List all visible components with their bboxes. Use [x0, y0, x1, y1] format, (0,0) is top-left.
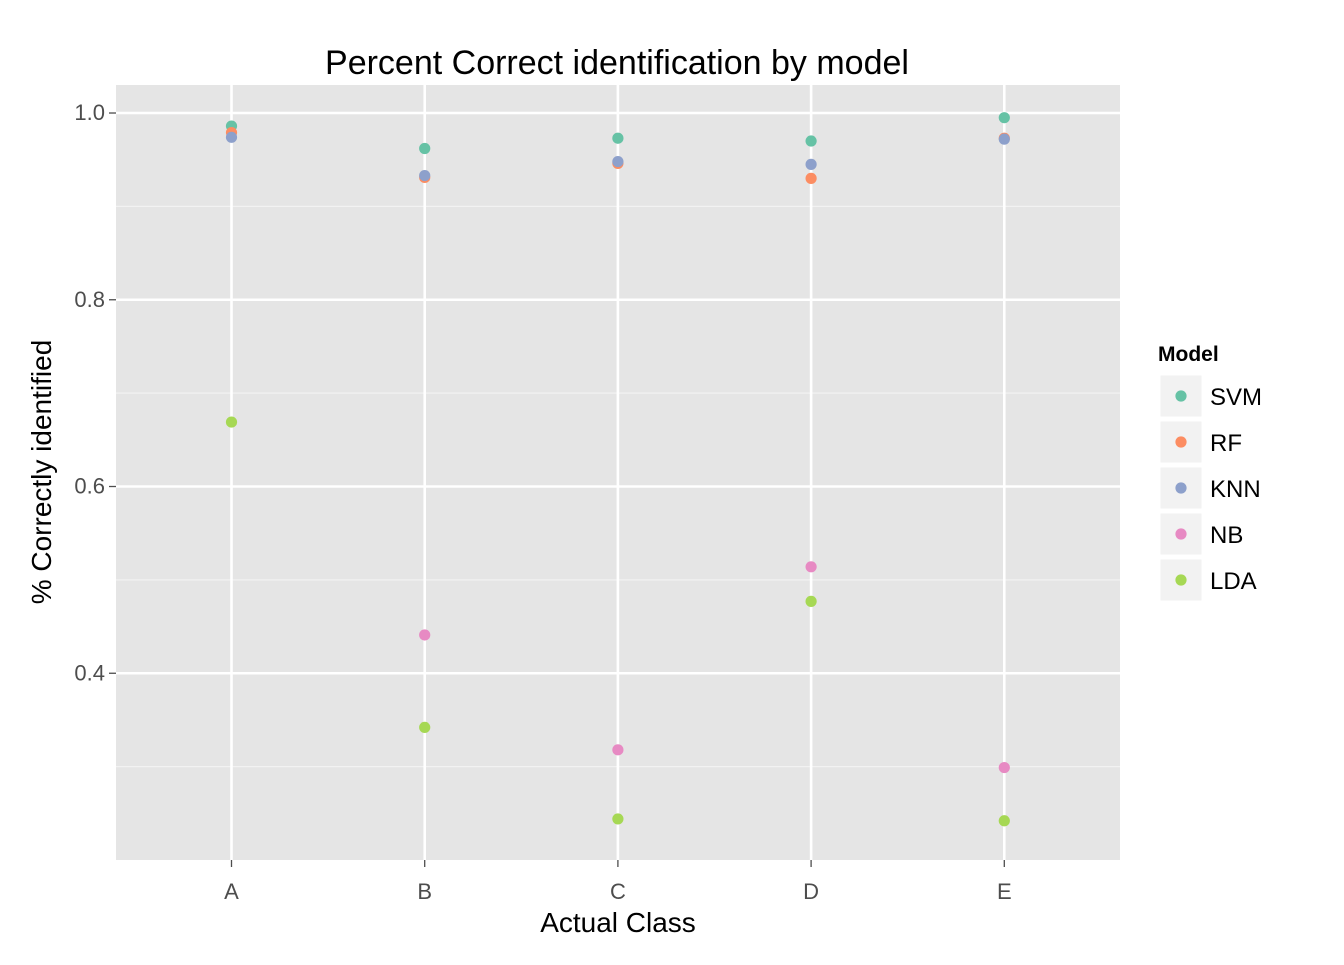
- legend-key-marker: [1175, 574, 1187, 586]
- x-tick-label: D: [803, 879, 819, 904]
- data-point: [805, 595, 817, 607]
- data-point: [805, 172, 817, 184]
- x-tick-label: A: [224, 879, 239, 904]
- y-tick-label: 0.8: [74, 287, 105, 312]
- data-point: [998, 815, 1010, 827]
- legend-key-marker: [1175, 482, 1187, 494]
- data-point: [419, 721, 431, 734]
- grid-layer: [116, 85, 1120, 860]
- chart-title: Percent Correct identification by model: [325, 44, 909, 82]
- points-layer: [225, 112, 1010, 827]
- data-point: [612, 155, 624, 168]
- data-point: [612, 813, 624, 825]
- data-point: [805, 158, 817, 170]
- y-axis-label: % Correctly identified: [26, 340, 57, 605]
- legend-title: Model: [1158, 343, 1219, 366]
- data-point: [419, 142, 431, 155]
- legend-item-label: SVM: [1210, 384, 1262, 411]
- legend: Model SVM RF KNN NB LDA: [1158, 343, 1262, 602]
- axis-labels-layer: 0.4 0.6 0.8 1.0 A B C D E: [74, 100, 1011, 904]
- data-point: [998, 761, 1010, 774]
- data-point: [998, 112, 1010, 124]
- legend-items: SVM RF KNN NB LDA: [1159, 374, 1262, 602]
- data-point: [419, 169, 431, 182]
- x-tick-label: C: [610, 879, 626, 904]
- legend-item-label: NB: [1210, 522, 1243, 549]
- data-point: [805, 561, 817, 573]
- data-point: [225, 131, 238, 143]
- x-axis-label: Actual Class: [540, 907, 696, 938]
- data-point: [419, 629, 431, 641]
- y-tick-label: 1.0: [74, 100, 105, 125]
- x-tick-label: E: [997, 879, 1012, 904]
- data-point: [805, 135, 817, 147]
- y-tick-label: 0.6: [74, 474, 105, 499]
- data-point: [998, 133, 1010, 145]
- legend-key-marker: [1175, 390, 1187, 402]
- legend-item-label: LDA: [1210, 568, 1257, 595]
- legend-item-label: KNN: [1210, 476, 1261, 503]
- y-tick-label: 0.4: [74, 660, 105, 685]
- legend-key-marker: [1175, 528, 1187, 540]
- data-point: [612, 744, 624, 756]
- x-tick-label: B: [417, 879, 432, 904]
- data-point: [612, 132, 624, 144]
- legend-item-label: RF: [1210, 430, 1242, 457]
- legend-key-marker: [1175, 436, 1187, 448]
- data-point: [225, 416, 238, 428]
